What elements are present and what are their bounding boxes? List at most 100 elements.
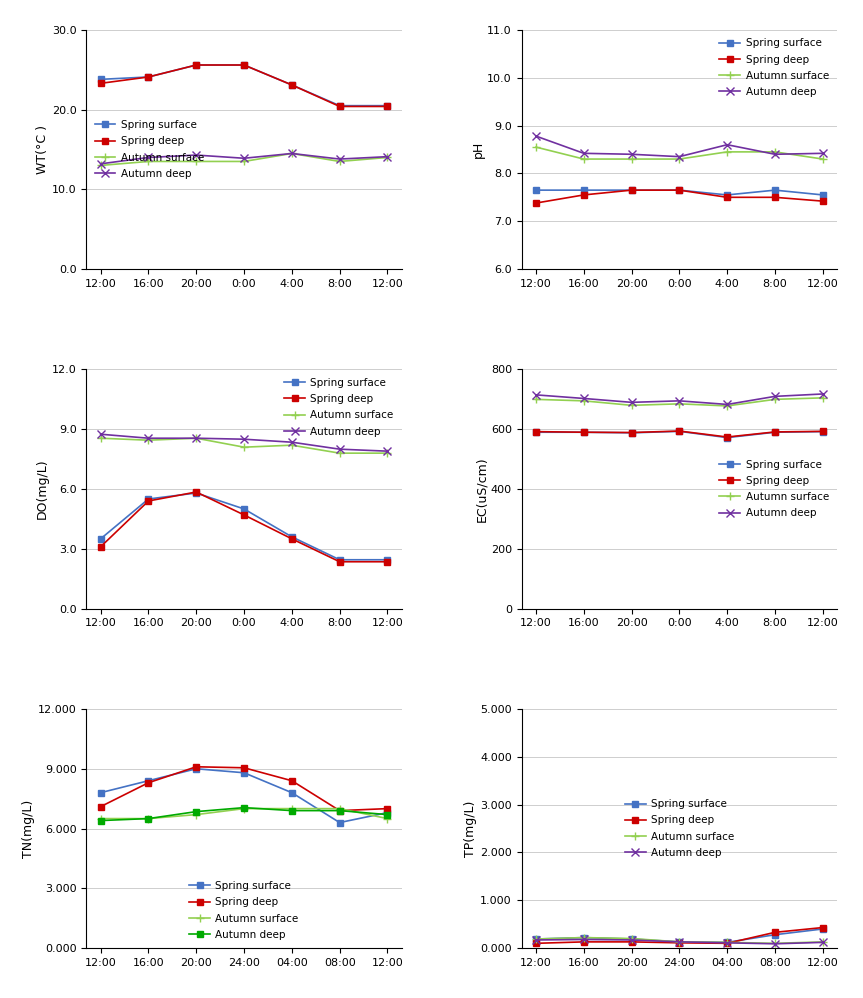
Spring surface — [335, 554, 345, 566]
Autumn surface — [191, 156, 201, 168]
Line: Spring deep: Spring deep — [533, 428, 826, 440]
Spring deep — [578, 426, 589, 438]
Autumn surface — [382, 812, 393, 824]
Autumn deep — [143, 432, 154, 444]
Spring deep — [627, 426, 637, 438]
Spring surface — [287, 531, 297, 543]
Spring surface — [674, 185, 684, 197]
Spring surface — [722, 936, 733, 948]
Legend: Spring surface, Spring deep, Autumn surface, Autumn deep: Spring surface, Spring deep, Autumn surf… — [186, 878, 302, 943]
Autumn surface — [96, 812, 106, 824]
Spring deep — [578, 936, 589, 948]
Autumn surface — [143, 812, 154, 824]
Line: Spring surface: Spring surface — [98, 490, 390, 563]
Autumn deep — [143, 812, 154, 824]
Spring surface — [770, 185, 780, 197]
Spring deep — [531, 937, 541, 949]
Autumn deep — [817, 936, 828, 948]
Autumn surface — [239, 441, 249, 453]
Autumn surface — [96, 160, 106, 172]
Autumn deep — [239, 153, 249, 165]
Autumn deep — [674, 395, 684, 407]
Spring surface — [578, 185, 589, 197]
Spring deep — [287, 774, 297, 786]
Autumn surface — [531, 141, 541, 153]
Y-axis label: EC(uS/cm): EC(uS/cm) — [475, 456, 488, 522]
Autumn deep — [578, 148, 589, 160]
Autumn deep — [722, 139, 733, 151]
Spring surface — [627, 427, 637, 439]
Spring deep — [143, 71, 154, 83]
Spring surface — [382, 100, 393, 112]
Spring deep — [335, 804, 345, 816]
Autumn surface — [674, 936, 684, 948]
Spring surface — [191, 762, 201, 774]
Spring surface — [191, 487, 201, 499]
Spring surface — [722, 431, 733, 443]
Autumn deep — [382, 151, 393, 163]
Line: Autumn surface: Autumn surface — [532, 143, 827, 164]
Autumn deep — [770, 390, 780, 402]
Legend: Spring surface, Spring deep, Autumn surface, Autumn deep: Spring surface, Spring deep, Autumn surf… — [91, 117, 207, 182]
Line: Spring deep: Spring deep — [98, 764, 390, 813]
Legend: Spring surface, Spring deep, Autumn surface, Autumn deep: Spring surface, Spring deep, Autumn surf… — [621, 796, 737, 861]
Spring deep — [239, 59, 249, 71]
Autumn deep — [770, 938, 780, 950]
Autumn deep — [627, 934, 637, 946]
Spring deep — [627, 936, 637, 948]
Autumn surface — [817, 153, 828, 165]
Autumn deep — [191, 432, 201, 444]
Spring deep — [96, 78, 106, 90]
Spring deep — [627, 185, 637, 197]
Line: Spring deep: Spring deep — [533, 188, 826, 206]
Line: Autumn deep: Autumn deep — [98, 804, 390, 823]
Autumn deep — [722, 937, 733, 949]
Spring surface — [96, 533, 106, 545]
Spring deep — [578, 189, 589, 201]
Autumn deep — [531, 934, 541, 946]
Spring surface — [96, 74, 106, 86]
Spring surface — [770, 929, 780, 941]
Spring deep — [770, 192, 780, 204]
Spring surface — [143, 493, 154, 505]
Autumn surface — [578, 931, 589, 943]
Autumn deep — [143, 152, 154, 164]
Autumn surface — [674, 398, 684, 410]
Spring deep — [817, 196, 828, 208]
Autumn surface — [722, 936, 733, 948]
Spring surface — [335, 816, 345, 828]
Spring surface — [817, 426, 828, 438]
Spring deep — [817, 921, 828, 933]
Y-axis label: TP(mg/L): TP(mg/L) — [464, 800, 477, 856]
Autumn surface — [191, 808, 201, 820]
Autumn surface — [627, 153, 637, 165]
Legend: Spring surface, Spring deep, Autumn surface, Autumn deep: Spring surface, Spring deep, Autumn surf… — [281, 374, 397, 440]
Autumn surface — [96, 432, 106, 444]
Autumn deep — [287, 436, 297, 448]
Autumn deep — [578, 933, 589, 945]
Spring deep — [143, 495, 154, 507]
Line: Autumn surface: Autumn surface — [97, 804, 392, 822]
Line: Spring deep: Spring deep — [533, 925, 826, 946]
Autumn surface — [239, 156, 249, 168]
Spring deep — [239, 509, 249, 521]
Spring surface — [287, 79, 297, 91]
Spring deep — [674, 425, 684, 437]
Legend: Spring surface, Spring deep, Autumn surface, Autumn deep: Spring surface, Spring deep, Autumn surf… — [716, 456, 832, 522]
Line: Spring surface: Spring surface — [98, 62, 390, 109]
Autumn deep — [335, 804, 345, 816]
Autumn surface — [287, 439, 297, 451]
Spring surface — [143, 71, 154, 83]
Spring deep — [531, 426, 541, 438]
Spring deep — [674, 185, 684, 197]
Spring deep — [143, 776, 154, 788]
Spring deep — [191, 760, 201, 772]
Spring surface — [239, 766, 249, 778]
Autumn surface — [335, 447, 345, 459]
Autumn surface — [531, 933, 541, 945]
Spring surface — [382, 806, 393, 818]
Autumn deep — [287, 148, 297, 160]
Autumn surface — [722, 400, 733, 412]
Spring surface — [143, 774, 154, 786]
Autumn deep — [335, 443, 345, 455]
